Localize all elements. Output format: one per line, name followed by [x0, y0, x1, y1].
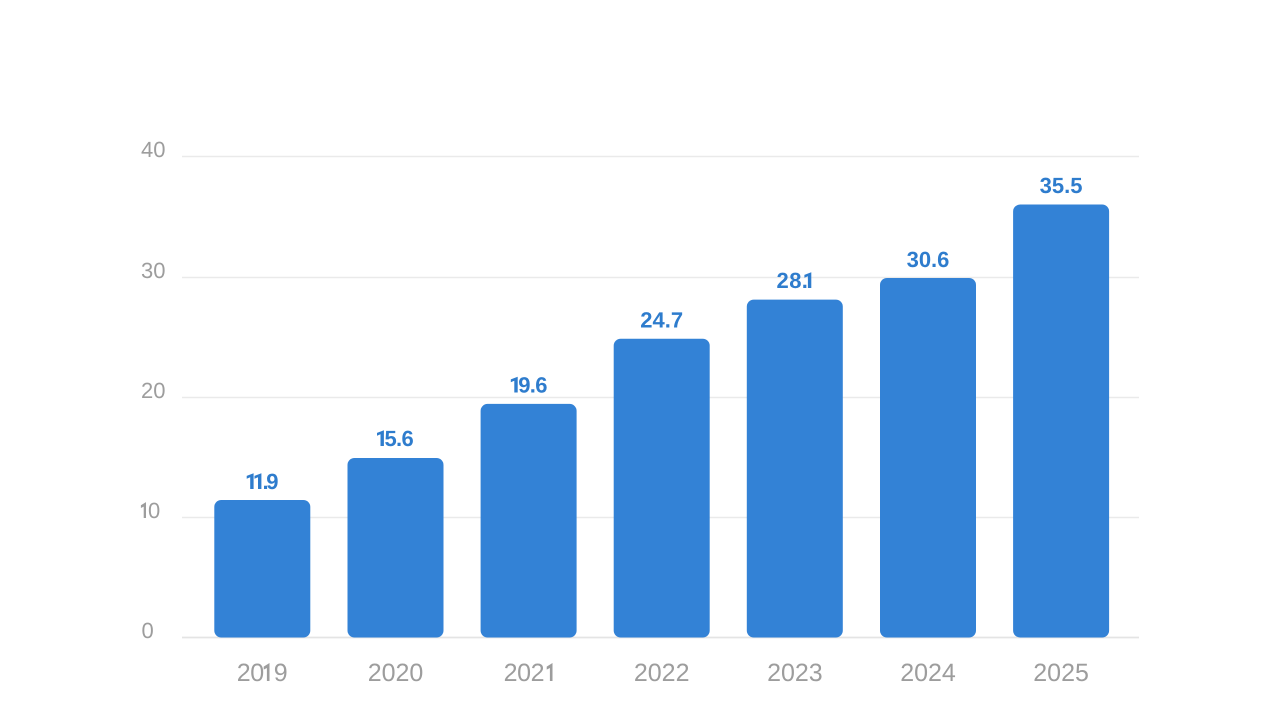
svg-text:2024: 2024 [900, 659, 956, 687]
svg-text:40: 40 [141, 137, 165, 162]
svg-text:24.7: 24.7 [640, 308, 683, 333]
svg-text:2020: 2020 [368, 659, 424, 687]
svg-text:30: 30 [141, 258, 165, 283]
svg-text:2023: 2023 [767, 659, 823, 687]
svg-text:9: 9 [274, 659, 288, 687]
svg-text:0: 0 [148, 498, 160, 523]
svg-text:20: 20 [237, 659, 264, 687]
svg-text:2022: 2022 [634, 659, 690, 687]
svg-text:28.: 28. [777, 268, 808, 293]
svg-text:20: 20 [141, 378, 165, 403]
svg-text:30.6: 30.6 [907, 247, 950, 272]
svg-text:5.6: 5.6 [385, 426, 414, 451]
svg-text:.9: .9 [263, 469, 279, 494]
svg-text:9.6: 9.6 [518, 373, 547, 398]
svg-text:202: 202 [504, 659, 545, 687]
svg-text:35.5: 35.5 [1040, 173, 1083, 198]
svg-text:0: 0 [142, 618, 154, 643]
svg-text:2025: 2025 [1033, 659, 1089, 687]
